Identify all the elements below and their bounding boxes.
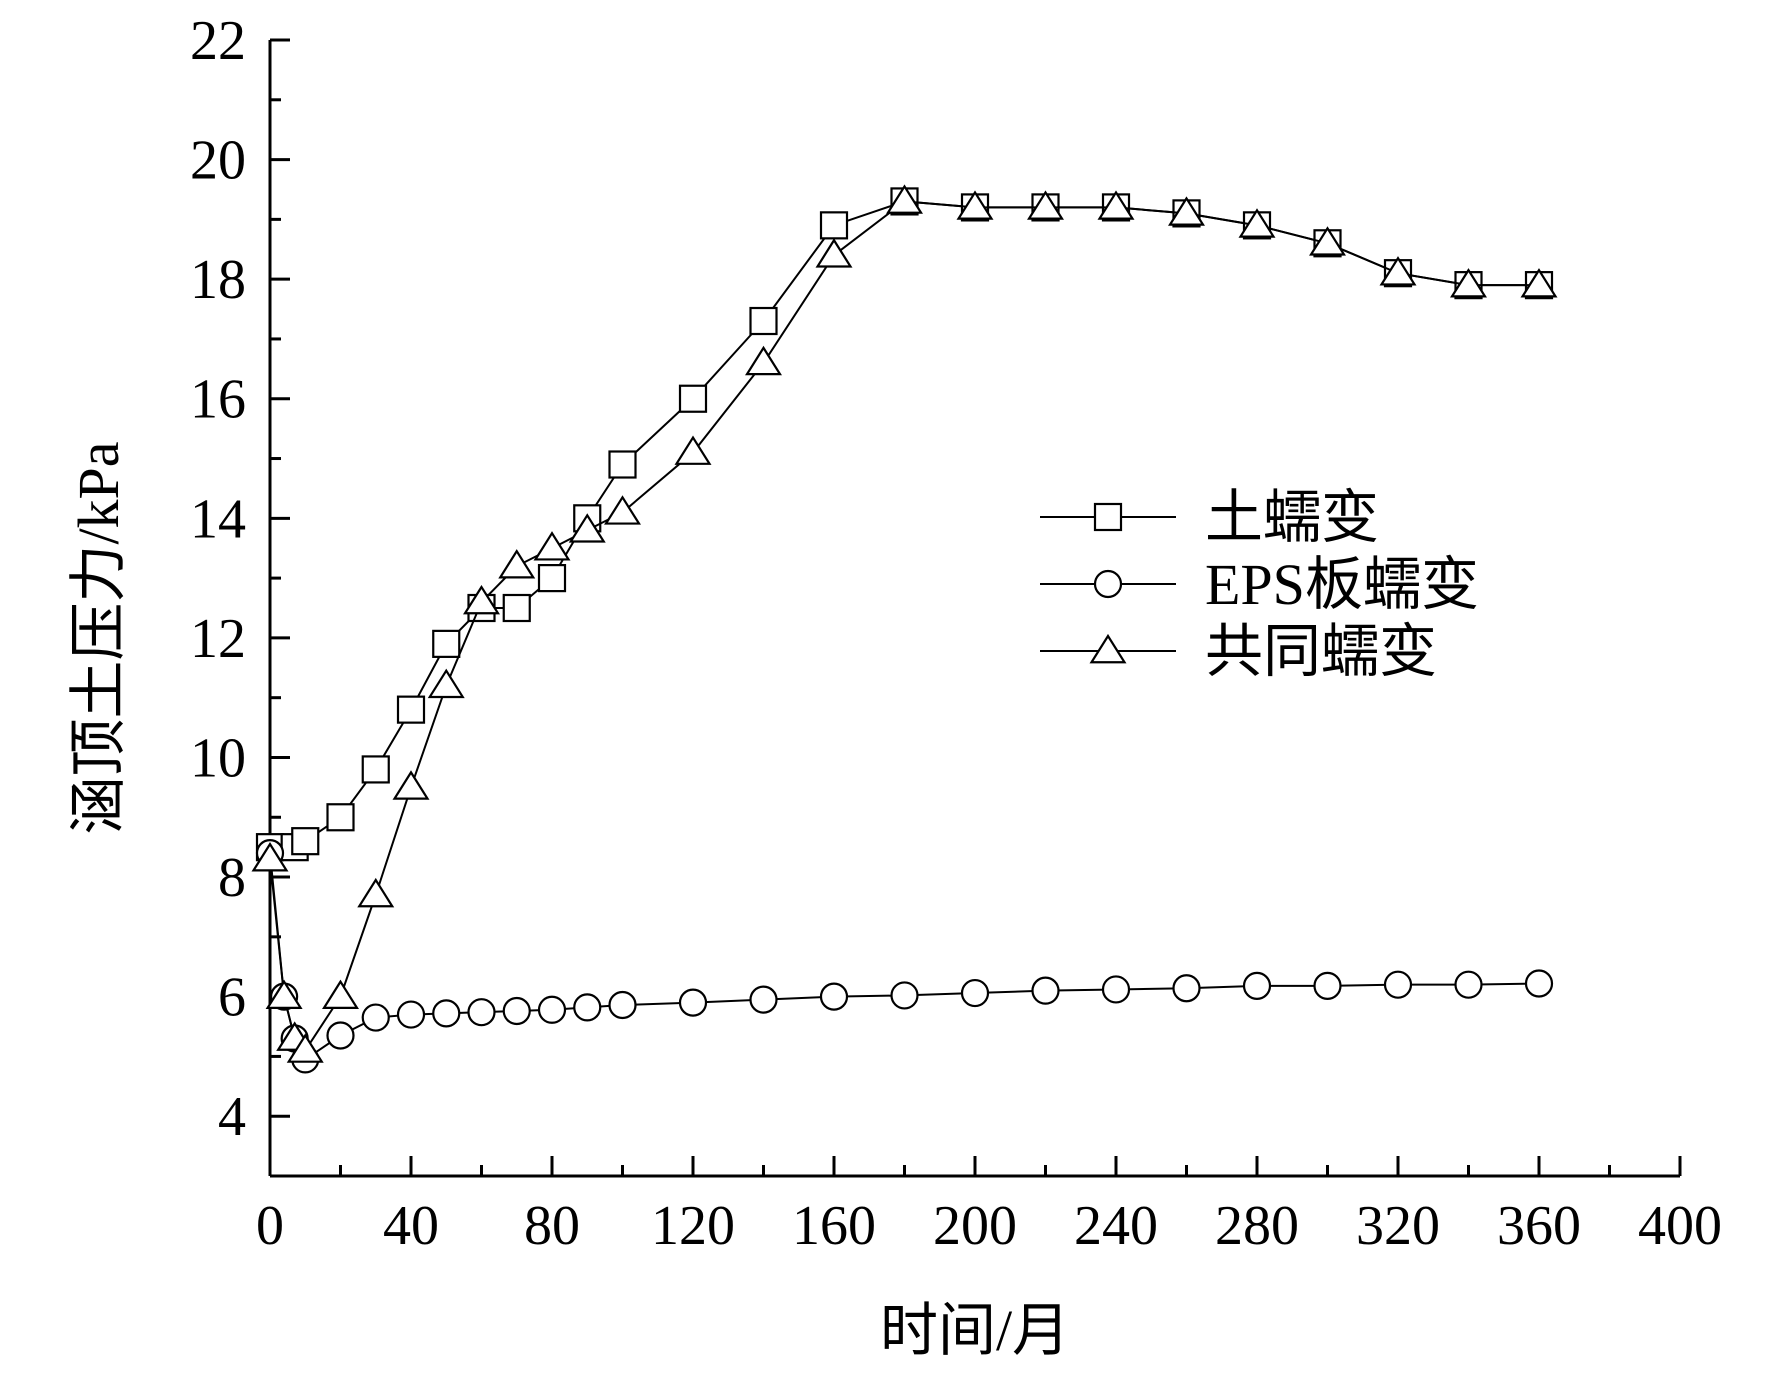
x-tick-label: 40 bbox=[383, 1195, 439, 1257]
data-point bbox=[604, 495, 641, 525]
series-triangle bbox=[251, 184, 1558, 1063]
data-point bbox=[608, 990, 637, 1020]
data-point bbox=[427, 668, 465, 699]
data-point bbox=[815, 238, 853, 268]
data-point bbox=[1097, 190, 1135, 220]
data-point bbox=[573, 993, 602, 1022]
x-tick-label: 320 bbox=[1356, 1195, 1440, 1257]
data-point bbox=[749, 306, 778, 336]
data-point bbox=[502, 996, 531, 1026]
y-tick-label: 20 bbox=[190, 130, 246, 192]
y-tick-label: 12 bbox=[190, 608, 246, 670]
series-lines bbox=[251, 184, 1558, 1074]
data-point bbox=[1450, 268, 1487, 298]
axes: 0 40 80 120 160 200 240 280 320 360 400 4 6 8 10 12 14 16… bbox=[190, 10, 1722, 1257]
x-tick-label: 280 bbox=[1215, 1195, 1299, 1257]
x-tick-label: 160 bbox=[792, 1195, 876, 1257]
data-point bbox=[537, 564, 567, 593]
data-point bbox=[1524, 969, 1554, 998]
data-point bbox=[326, 1021, 355, 1050]
data-point bbox=[396, 695, 426, 724]
data-point bbox=[326, 803, 355, 832]
data-point bbox=[674, 435, 712, 465]
data-point bbox=[533, 531, 571, 561]
x-tick-label: 240 bbox=[1074, 1195, 1158, 1257]
legend-label: 共同蠕变 bbox=[1205, 619, 1437, 684]
data-point bbox=[265, 979, 303, 1009]
legend-marker bbox=[1089, 633, 1127, 664]
data-point bbox=[1242, 971, 1272, 1000]
data-point bbox=[361, 1003, 390, 1032]
data-point bbox=[678, 384, 708, 413]
data-point bbox=[819, 982, 849, 1011]
y-tick-label: 16 bbox=[190, 369, 246, 431]
data-point bbox=[1520, 268, 1558, 298]
data-point bbox=[1168, 196, 1205, 226]
data-point bbox=[537, 995, 567, 1024]
data-point bbox=[502, 593, 531, 623]
data-point bbox=[322, 979, 359, 1009]
data-point bbox=[1031, 976, 1060, 1005]
y-tick-label: 8 bbox=[218, 847, 246, 909]
x-tick-label: 80 bbox=[524, 1195, 580, 1257]
data-point bbox=[568, 513, 606, 543]
y-tick-label: 22 bbox=[190, 10, 246, 72]
x-axis-title: 时间/月 bbox=[880, 1298, 1070, 1363]
y-tick-label: 6 bbox=[218, 967, 246, 1029]
data-point bbox=[1027, 190, 1064, 220]
data-point bbox=[432, 629, 461, 658]
x-tick-label: 0 bbox=[256, 1195, 284, 1257]
data-point bbox=[960, 978, 990, 1008]
data-point bbox=[467, 998, 496, 1027]
data-point bbox=[1454, 970, 1483, 999]
data-point bbox=[291, 827, 320, 856]
data-point bbox=[396, 1000, 426, 1029]
y-tick-label: 14 bbox=[190, 488, 246, 550]
legend-marker bbox=[1093, 502, 1123, 532]
data-point bbox=[463, 584, 500, 615]
data-point bbox=[1309, 226, 1346, 256]
legend-label: 土蠕变 bbox=[1205, 485, 1379, 550]
legend-entry: 共同蠕变 bbox=[1040, 619, 1437, 684]
data-point bbox=[956, 190, 994, 220]
legend-entry: 土蠕变 bbox=[1040, 485, 1379, 550]
x-tick-label: 400 bbox=[1638, 1195, 1722, 1257]
x-tick-label: 120 bbox=[651, 1195, 735, 1257]
data-point bbox=[498, 549, 536, 579]
y-tick-label: 18 bbox=[190, 249, 246, 311]
series-line bbox=[269, 200, 1539, 1053]
data-point bbox=[890, 981, 919, 1010]
y-axis-title: 涵顶土压力/kPa bbox=[66, 441, 131, 834]
y-tick-label: 10 bbox=[190, 727, 246, 789]
data-point bbox=[819, 211, 849, 240]
x-tick-label: 360 bbox=[1497, 1195, 1581, 1257]
data-point bbox=[1379, 256, 1417, 286]
data-point bbox=[432, 999, 461, 1028]
data-point bbox=[361, 755, 390, 784]
series-line bbox=[269, 853, 1540, 1061]
data-point bbox=[1238, 208, 1276, 238]
data-point bbox=[1172, 974, 1201, 1003]
legend-entry: EPS板蠕变 bbox=[1040, 552, 1479, 617]
data-point bbox=[1313, 971, 1342, 1000]
data-point bbox=[251, 842, 289, 872]
x-tick-label: 200 bbox=[933, 1195, 1017, 1257]
data-point bbox=[1101, 975, 1131, 1004]
data-point bbox=[749, 985, 778, 1014]
data-point bbox=[608, 450, 637, 479]
legend-marker bbox=[1093, 569, 1123, 599]
data-point bbox=[678, 988, 708, 1017]
data-point bbox=[392, 770, 430, 800]
data-point bbox=[745, 345, 782, 376]
data-point bbox=[286, 1033, 324, 1063]
y-tick-label: 4 bbox=[218, 1086, 246, 1148]
legend-label: EPS板蠕变 bbox=[1205, 552, 1479, 617]
data-point bbox=[886, 184, 923, 214]
series-circle bbox=[255, 839, 1554, 1074]
data-point bbox=[1383, 970, 1413, 999]
data-point bbox=[357, 877, 395, 908]
